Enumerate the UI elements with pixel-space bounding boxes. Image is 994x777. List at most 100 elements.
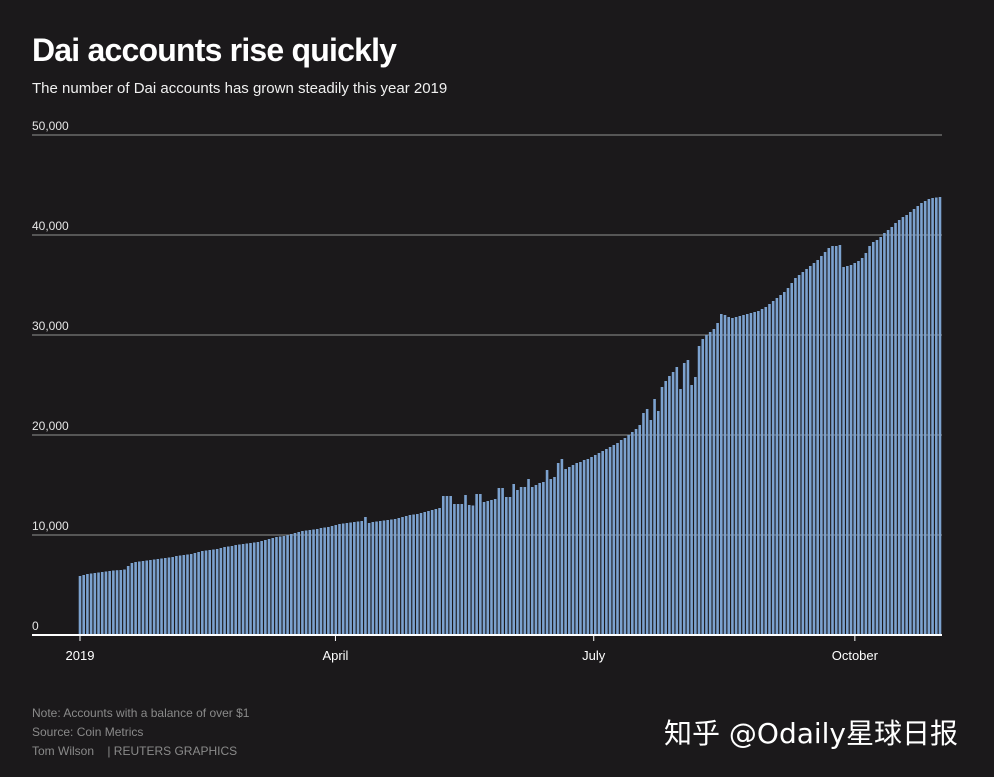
bar	[723, 315, 727, 635]
bar	[330, 526, 334, 635]
bar	[860, 258, 864, 635]
bar	[916, 206, 920, 635]
bar	[301, 531, 304, 635]
bar	[664, 381, 667, 635]
bar	[616, 443, 619, 635]
bar	[249, 543, 252, 635]
bar	[390, 519, 393, 635]
bar	[679, 389, 682, 635]
bar	[812, 263, 816, 635]
bar	[786, 288, 790, 635]
bar	[219, 548, 223, 635]
bar	[230, 546, 234, 635]
y-tick-label: 20,000	[32, 419, 69, 433]
bar	[282, 536, 286, 635]
bar	[516, 490, 519, 635]
bar	[512, 484, 515, 635]
bar	[549, 479, 553, 635]
bar	[419, 513, 423, 635]
bar	[716, 323, 719, 635]
bar	[375, 521, 378, 635]
bar	[523, 487, 527, 635]
bar	[100, 572, 104, 635]
bar	[868, 246, 871, 635]
bar	[145, 560, 149, 635]
bar	[649, 420, 653, 635]
bar	[115, 570, 119, 635]
bar	[538, 483, 541, 635]
bar	[805, 269, 808, 635]
bar	[831, 246, 834, 635]
bar	[486, 501, 490, 635]
bar	[634, 429, 638, 635]
bar	[931, 198, 934, 635]
bar	[579, 462, 582, 635]
bar	[315, 529, 319, 635]
bar	[275, 537, 278, 635]
bar	[645, 409, 649, 635]
bar	[575, 463, 579, 635]
bar	[445, 496, 449, 635]
bar	[152, 559, 156, 635]
bar	[252, 542, 256, 635]
bar	[582, 460, 586, 635]
watermark: 知乎 @Odaily星球日报	[664, 717, 959, 750]
bar	[160, 558, 163, 635]
bar	[141, 561, 145, 635]
bar	[334, 525, 338, 635]
bar	[341, 523, 345, 635]
bar	[290, 534, 293, 635]
bar	[378, 521, 382, 635]
bar	[738, 316, 742, 635]
bar	[182, 555, 186, 635]
bar	[556, 463, 560, 635]
bar	[886, 230, 890, 635]
bar	[627, 435, 630, 635]
bar	[256, 542, 260, 635]
bar	[460, 504, 464, 635]
bar	[89, 573, 93, 635]
bar	[193, 553, 197, 635]
bar	[204, 550, 208, 635]
bar	[764, 307, 768, 635]
bar	[364, 517, 367, 635]
bar	[542, 482, 545, 635]
bar	[794, 278, 797, 635]
bar	[671, 372, 675, 635]
bar	[138, 561, 141, 635]
bar	[134, 562, 137, 635]
bar	[568, 467, 571, 635]
bar	[846, 266, 849, 635]
bar	[760, 309, 764, 635]
bar	[838, 245, 842, 635]
bar	[497, 488, 501, 635]
bar	[82, 575, 85, 635]
y-tick-label: 0	[32, 619, 39, 633]
bar	[123, 569, 126, 635]
y-axis: 0 10,000 20,000 30,000 40,000 50,000	[32, 119, 69, 633]
bar	[834, 246, 838, 635]
bar	[130, 563, 134, 635]
bar	[471, 505, 475, 635]
bar	[783, 292, 786, 635]
bar	[779, 295, 782, 635]
footer-credit: Tom Wilson | REUTERS GRAPHICS	[32, 744, 238, 758]
bar	[935, 197, 938, 635]
bar	[597, 453, 601, 635]
bar	[126, 566, 130, 635]
footer-note: Note: Accounts with a balance of over $1	[32, 706, 250, 720]
bar	[530, 487, 534, 635]
bar	[108, 571, 111, 635]
bar	[178, 555, 182, 635]
bar	[775, 298, 779, 635]
bar	[875, 240, 879, 635]
bar	[267, 539, 271, 635]
bar	[564, 469, 567, 635]
bar	[163, 558, 167, 635]
bar	[619, 440, 623, 635]
bar	[404, 516, 408, 635]
bar	[197, 552, 200, 635]
bar	[493, 499, 497, 635]
bar	[453, 504, 456, 635]
bar	[293, 533, 297, 635]
